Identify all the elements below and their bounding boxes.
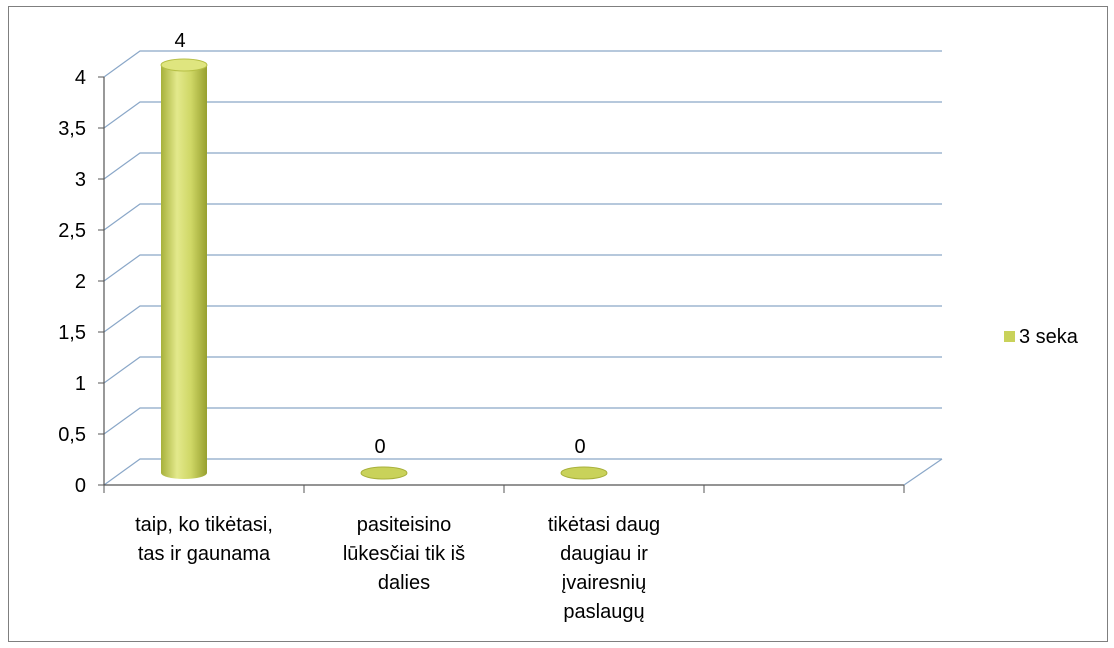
x-category-label: lūkesčiai tik iš: [343, 543, 465, 565]
y-tick-label: 1: [75, 373, 86, 395]
x-category-label: įvairesnių: [562, 572, 646, 594]
data-label: 4: [174, 30, 185, 52]
bar: [161, 65, 207, 479]
label-layer: 4 taip, ko tikėtasi, tas ir gaunama 0 pasite…: [135, 30, 660, 623]
gridline: [103, 407, 942, 435]
axis-layer: 0 0,5 1 1,5 2 2,5 3 3,5 4: [58, 67, 943, 497]
x-category-label: paslaugų: [563, 601, 644, 623]
y-tick-label: 0,5: [58, 424, 86, 446]
bar-top: [160, 58, 208, 72]
x-category-label: tikėtasi daug: [548, 514, 660, 536]
data-label: 0: [574, 436, 585, 458]
bar-layer: [160, 58, 608, 480]
y-tick-label: 2: [75, 271, 86, 293]
gridline: [103, 50, 942, 78]
gridline: [103, 203, 942, 231]
x-category-label: tas ir gaunama: [138, 543, 271, 565]
gridline: [103, 152, 942, 180]
grid-layer: [103, 50, 942, 486]
bar-flat: [560, 466, 608, 480]
floor-edge: [903, 458, 943, 486]
legend-swatch: [1004, 331, 1015, 342]
gridline: [103, 305, 942, 333]
y-tick-label: 2,5: [58, 220, 86, 242]
x-category-label: taip, ko tikėtasi,: [135, 514, 273, 536]
y-tick-label: 3: [75, 169, 86, 191]
gridline: [103, 254, 942, 282]
legend: 3 seka: [1004, 326, 1079, 348]
x-category-label: pasiteisino: [357, 514, 452, 536]
bar-flat: [360, 466, 408, 480]
y-tick-label: 3,5: [58, 118, 86, 140]
x-category-label: dalies: [378, 572, 430, 594]
gridline: [103, 101, 942, 129]
x-category-label: daugiau ir: [560, 543, 648, 565]
y-tick-label: 1,5: [58, 322, 86, 344]
data-label: 0: [374, 436, 385, 458]
y-tick-label: 0: [75, 475, 86, 497]
legend-label: 3 seka: [1019, 326, 1079, 348]
gridline: [103, 356, 942, 384]
gridline: [103, 458, 942, 486]
y-tick-label: 4: [75, 67, 86, 89]
